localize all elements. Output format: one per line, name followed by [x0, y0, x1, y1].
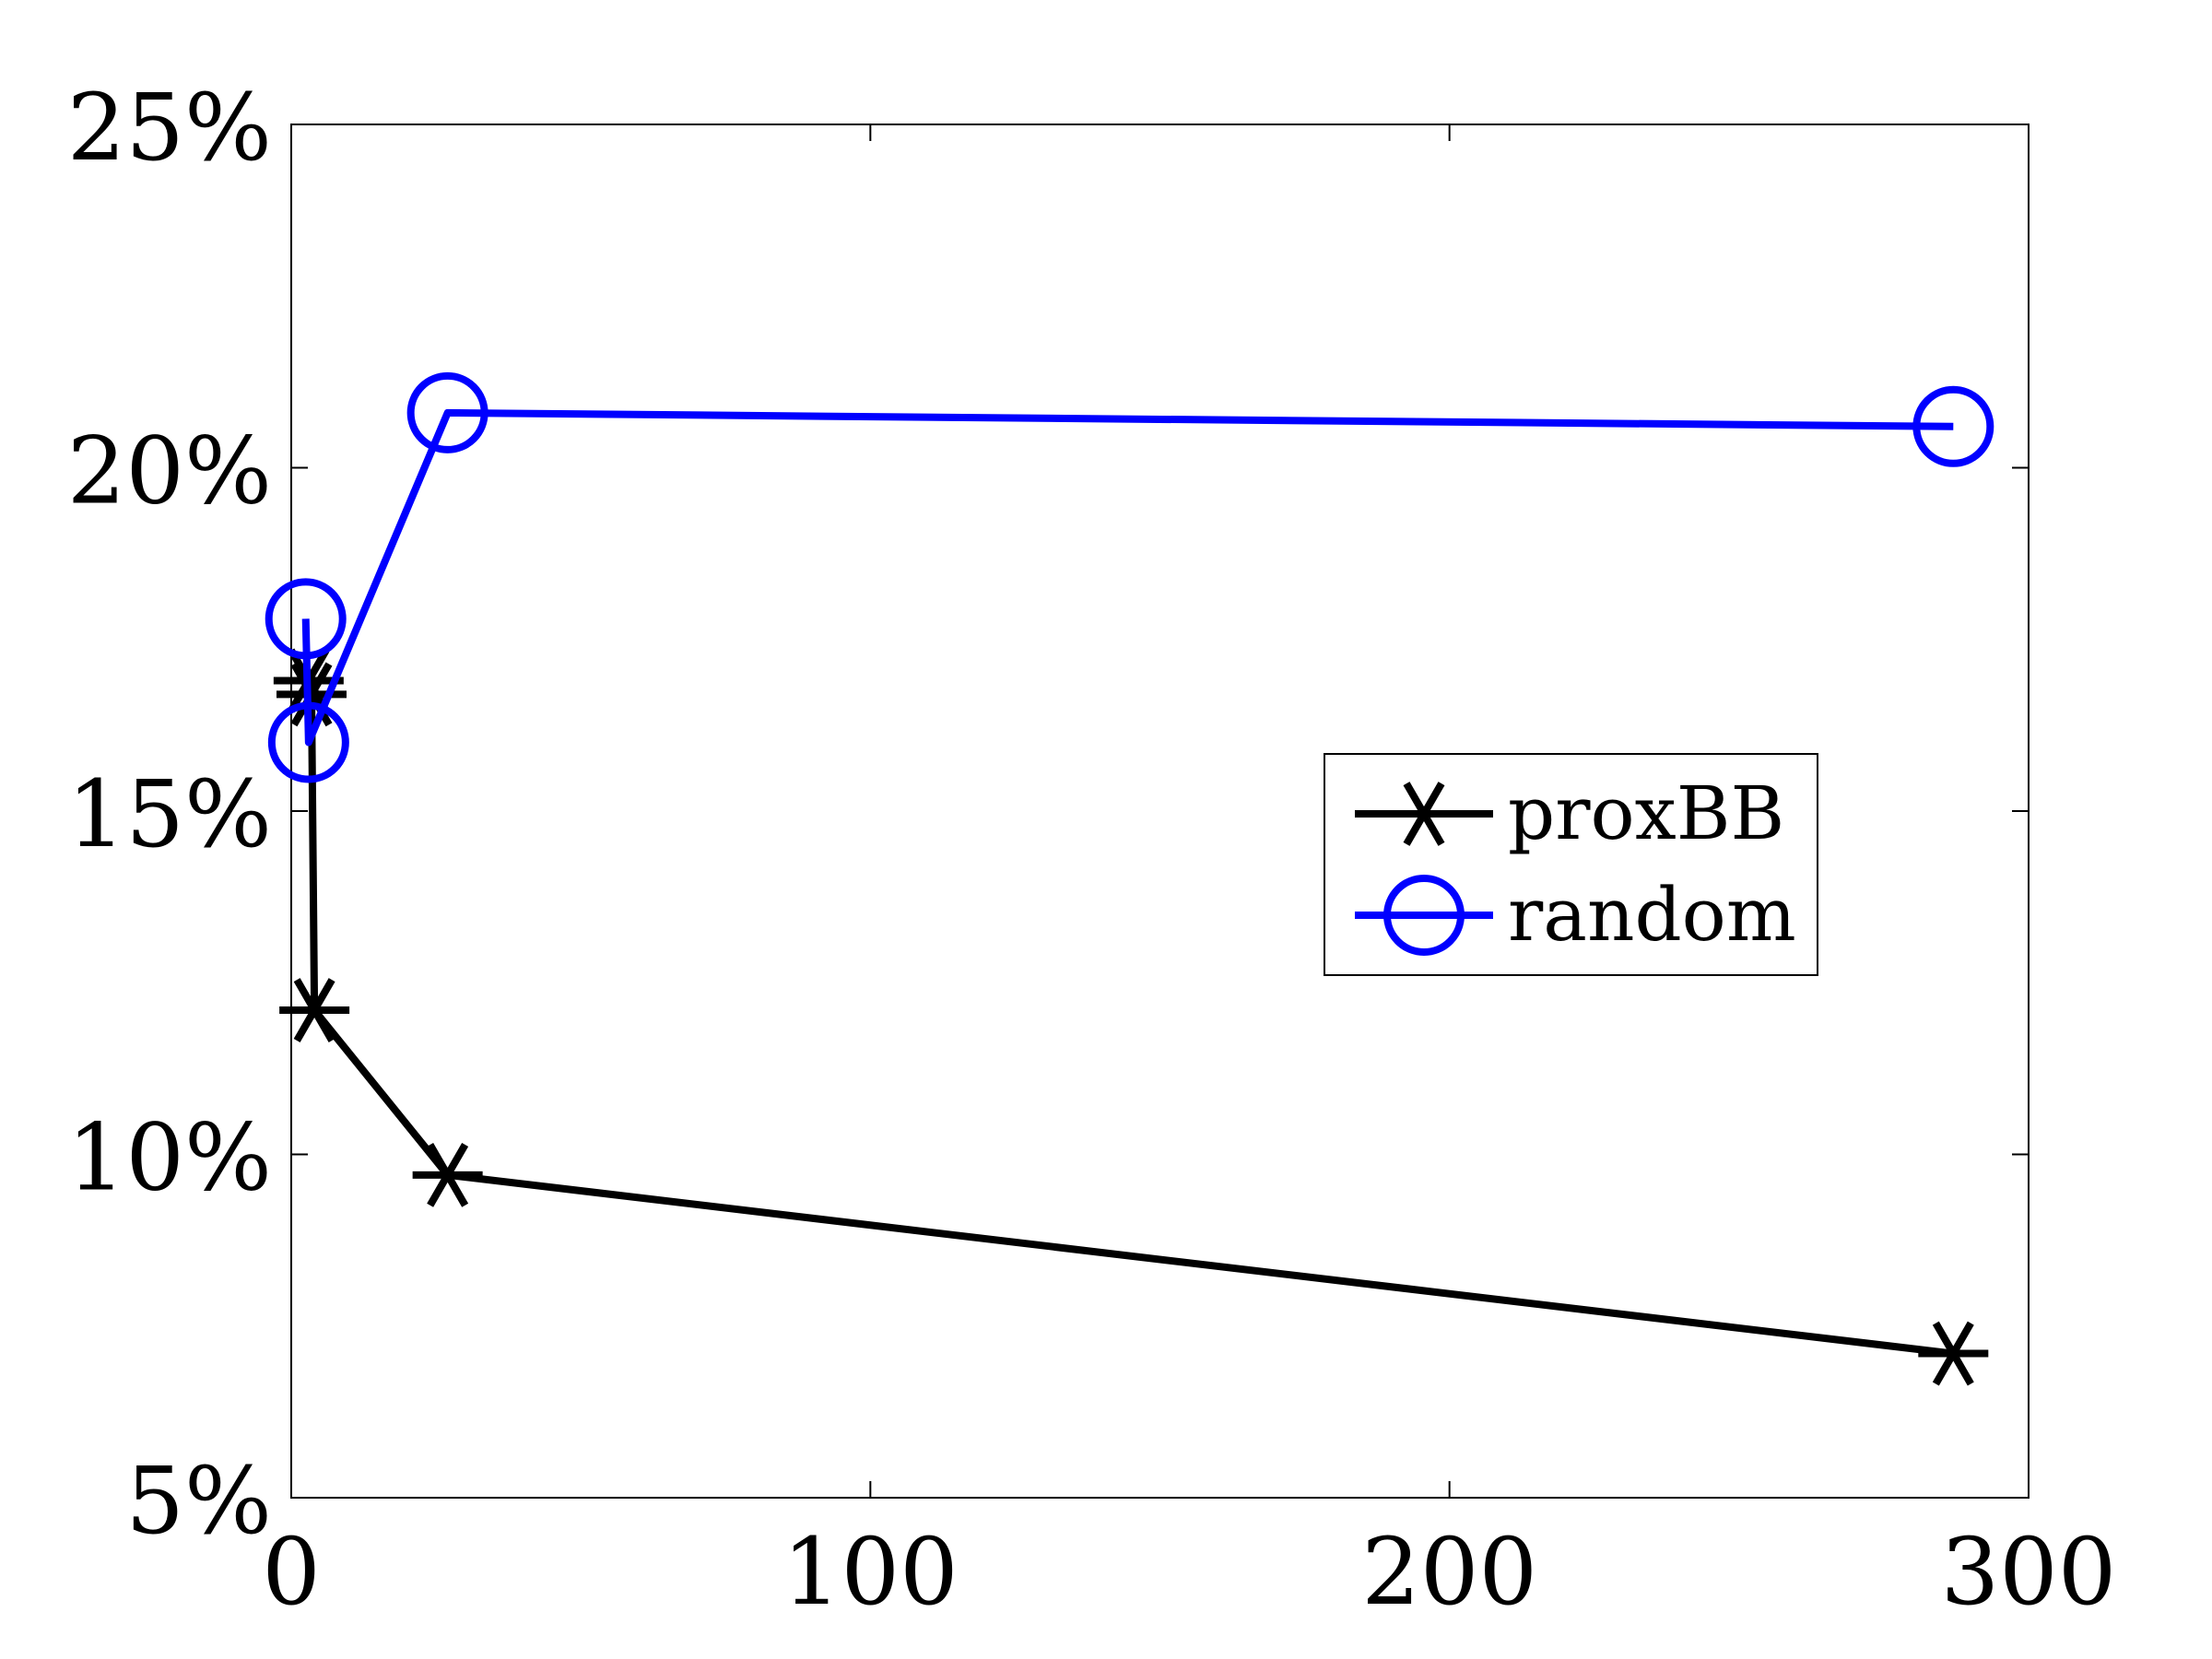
x-tick-label: 300 [1941, 1518, 2117, 1626]
y-tick-label: 10% [67, 1104, 272, 1212]
data-point-random [1912, 385, 1994, 467]
legend-label-proxbb: proxBB [1508, 771, 1784, 856]
data-point-random [267, 701, 349, 783]
series-line-random [301, 408, 1954, 747]
x-tick-label: 200 [1361, 1518, 1537, 1626]
legend: proxBB random [1324, 753, 1818, 976]
legend-marker-random [1383, 875, 1465, 956]
x-tick-label: 0 [262, 1518, 321, 1626]
series-layer [265, 371, 1994, 1386]
y-tick-label: 5% [125, 1447, 272, 1555]
data-point-proxbb [279, 978, 350, 1042]
data-point-proxbb [412, 1142, 483, 1207]
data-point-proxbb [1918, 1321, 1989, 1386]
y-axis-tick-labels: 5% 10% 15% 20% 25% [67, 74, 272, 1555]
y-tick-label: 25% [67, 74, 272, 182]
y-tick-label: 15% [67, 760, 272, 868]
axis-ticks [290, 124, 2030, 1499]
data-point-random [265, 578, 347, 660]
legend-label-random: random [1508, 872, 1796, 958]
x-axis-tick-labels: 0 100 200 300 [262, 1518, 2116, 1626]
legend-marker-proxbb [1389, 782, 1459, 846]
legend-marker-symbol [1389, 782, 1459, 846]
legend-marker-symbol [1383, 875, 1465, 956]
x-tick-label: 100 [782, 1518, 959, 1626]
data-point-random [406, 371, 488, 453]
y-tick-label: 20% [67, 418, 272, 525]
